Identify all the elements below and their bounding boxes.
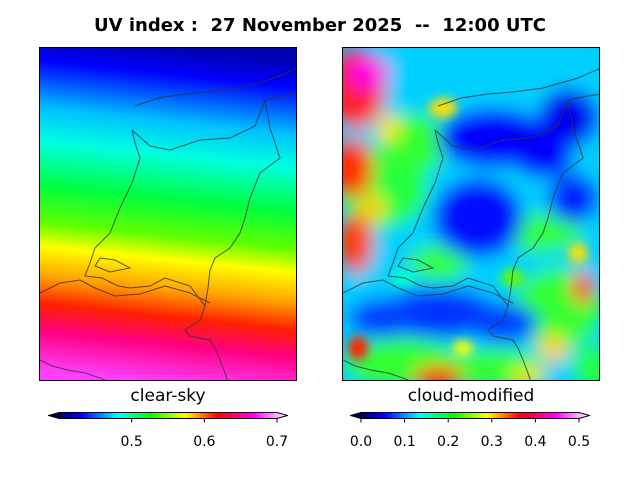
cloud-modified-colorbar: [350, 412, 590, 432]
clear-sky-colorbar: [48, 412, 288, 432]
map-title: UV index : 27 November 2025 -- 12:00 UTC: [0, 15, 640, 36]
clear-sky-tick-label: 0.6: [193, 434, 215, 450]
cloud-modified-tick-label: 0.5: [568, 434, 590, 450]
clear-sky-label: clear-sky: [39, 386, 297, 406]
cloud-modified-tick-label: 0.4: [524, 434, 546, 450]
cloud-modified-map: [342, 47, 600, 381]
clear-sky-map: [39, 47, 297, 381]
clear-sky-map-canvas: [40, 48, 297, 381]
clear-sky-tick-label: 0.7: [266, 434, 288, 450]
cloud-modified-tick-label: 0.1: [393, 434, 415, 450]
cloud-modified-tick-label: 0.3: [481, 434, 503, 450]
cloud-modified-label: cloud-modified: [342, 386, 600, 406]
cloud-modified-map-canvas: [343, 48, 600, 381]
cloud-modified-tick-label: 0.0: [350, 434, 372, 450]
cloud-modified-tick-label: 0.2: [437, 434, 459, 450]
clear-sky-tick-label: 0.5: [121, 434, 143, 450]
